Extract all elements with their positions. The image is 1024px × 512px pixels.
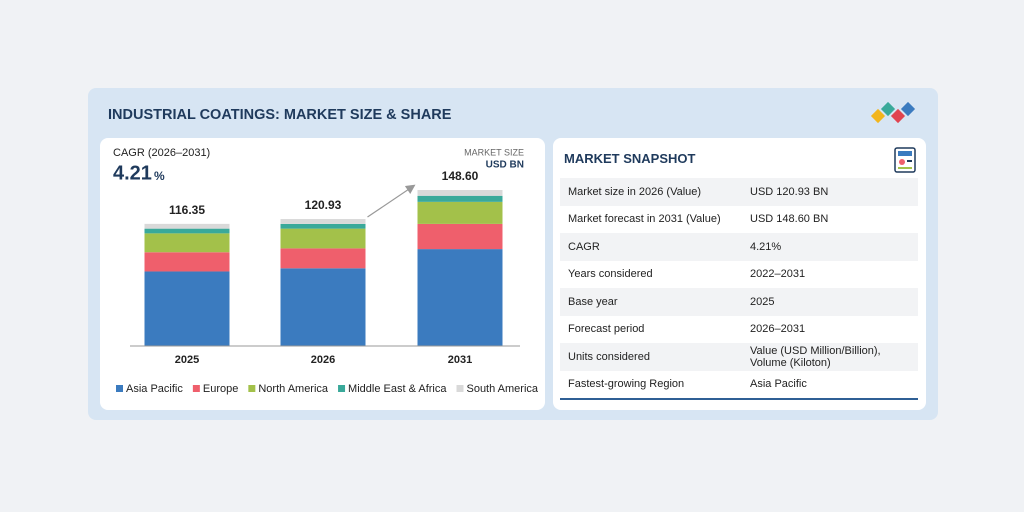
- snapshot-panel: MARKET SNAPSHOT Market size in 2026 (Val…: [553, 138, 926, 410]
- legend-label: Europe: [203, 383, 238, 395]
- snapshot-key: Fastest-growing Region: [568, 378, 685, 391]
- bar-segment: [280, 248, 366, 269]
- x-tick-label: 2025: [175, 354, 199, 366]
- legend-swatch: [248, 385, 256, 392]
- snapshot-row: Units considered Value (USD Million/Billi…: [560, 343, 918, 371]
- bar-segment: [417, 195, 503, 202]
- snapshot-row: Fastest-growing Region Asia Pacific: [560, 371, 918, 400]
- chart: CAGR (2026–2031) 4.21 % MARKET SIZE USD BN 11…: [113, 147, 539, 395]
- snapshot-key: Market size in 2026 (Value): [560, 178, 744, 206]
- x-tick-label: 2026: [311, 354, 335, 366]
- snapshot-value: Value (USD Million/Billion), Volume (Kil…: [744, 343, 918, 371]
- legend-label: Middle East & Africa: [348, 383, 447, 395]
- bar-segment: [280, 223, 366, 229]
- logo: [870, 102, 916, 124]
- snapshot-key: Base year: [560, 288, 744, 316]
- legend-label: North America: [258, 383, 329, 395]
- snapshot-row: Years considered 2022–2031: [560, 261, 918, 289]
- snapshot-value: USD 148.60 BN: [750, 213, 829, 226]
- snapshot-key: Units considered: [560, 343, 744, 371]
- total-label: 120.93: [305, 198, 342, 212]
- legend-label: South America: [466, 383, 538, 395]
- page-title: INDUSTRIAL COATINGS: MARKET SIZE & SHARE: [108, 107, 452, 123]
- cagr-value: 4.21: [113, 162, 152, 184]
- bar-segment: [280, 219, 366, 224]
- snapshot-row: Forecast period 2026–2031: [560, 316, 918, 344]
- bar-segment: [417, 223, 503, 250]
- snapshot-row: Market size in 2026 (Value) USD 120.93 BN: [560, 178, 918, 206]
- snapshot-value: 2025: [744, 288, 918, 316]
- snapshot-value: 2022–2031: [750, 268, 806, 281]
- bar-segment: [144, 252, 230, 272]
- snapshot-key: CAGR: [560, 233, 744, 261]
- snapshot-row: CAGR 4.21%: [560, 233, 918, 261]
- snapshot-key: Market forecast in 2031 (Value): [568, 213, 721, 226]
- snapshot-key: Years considered: [568, 268, 653, 281]
- bar-segment: [280, 228, 366, 249]
- total-label: 116.35: [169, 203, 205, 217]
- bar-segment: [417, 201, 503, 224]
- legend-swatch: [456, 385, 464, 392]
- legend-swatch: [116, 385, 123, 392]
- snapshot-title: MARKET SNAPSHOT: [564, 151, 696, 166]
- legend-swatch: [338, 385, 346, 392]
- bar-segment: [144, 233, 230, 253]
- snapshot-value: Asia Pacific: [750, 378, 807, 391]
- snapshot-key: Forecast period: [568, 323, 645, 336]
- bar-segment: [144, 271, 230, 346]
- snapshot-row: Market forecast in 2031 (Value) USD 148.6…: [560, 206, 918, 234]
- snapshot-row: Base year 2025: [560, 288, 918, 316]
- x-tick-label: 2031: [448, 354, 472, 366]
- cagr-unit: %: [154, 169, 165, 183]
- growth-arrow: [367, 184, 416, 218]
- legend-label: Asia Pacific: [126, 383, 183, 395]
- snapshot-value: 2026–2031: [750, 323, 806, 336]
- chart-panel: CAGR (2026–2031) 4.21% MARKET SIZE USD BN 11…: [100, 138, 545, 410]
- snapshot-table: Market size in 2026 (Value) USD 120.93 BN…: [560, 178, 918, 400]
- snapshot-value: USD 120.93 BN: [744, 178, 918, 206]
- total-label: 148.60: [442, 169, 479, 183]
- bar-segment: [280, 268, 366, 346]
- bar-segment: [144, 228, 230, 234]
- bar-segment: [144, 223, 230, 229]
- card: INDUSTRIAL COATINGS: MARKET SIZE & SHARE…: [88, 88, 938, 420]
- snapshot-value: 4.21%: [744, 233, 918, 261]
- unit-label: MARKET SIZE: [464, 147, 524, 157]
- bar-segment: [417, 249, 503, 346]
- bar-segment: [417, 190, 503, 196]
- legend-swatch: [192, 385, 200, 392]
- unit: USD BN: [486, 160, 524, 171]
- snapshot-icon: [894, 147, 916, 173]
- cagr-label: CAGR (2026–2031): [113, 147, 210, 159]
